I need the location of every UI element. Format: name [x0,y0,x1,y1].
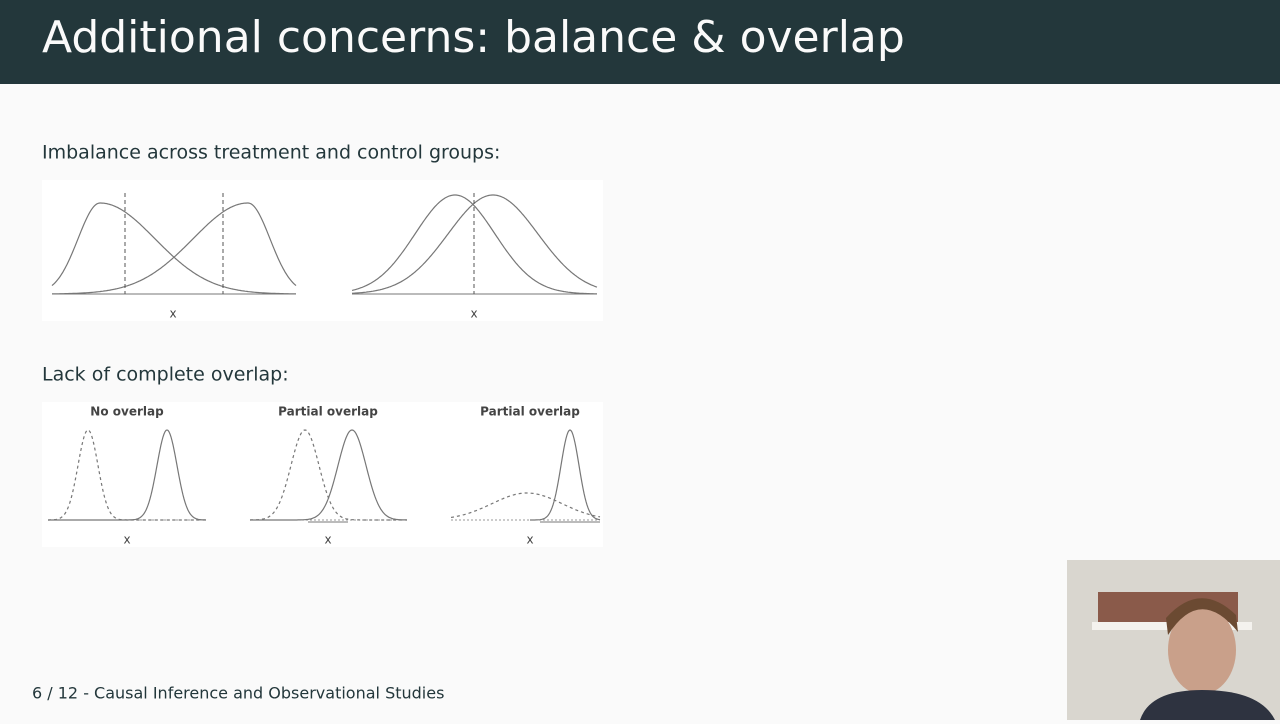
axis-label: x [324,533,331,547]
curve [450,492,601,518]
footer: 6 / 12 - Causal Inference and Observatio… [32,684,444,703]
curve [48,429,207,521]
curve [351,194,597,295]
axis-label: x [169,307,176,321]
panel-title: Partial overlap [278,405,378,419]
figure [48,429,601,523]
figure [51,193,598,295]
axis-label: x [526,533,533,547]
panel-title: Partial overlap [480,405,580,419]
curve [52,202,297,295]
curve [530,429,601,521]
figure-panel [42,180,603,321]
axis-label: x [470,307,477,321]
section-heading: Lack of complete overlap: [42,364,289,386]
section-heading: Imbalance across treatment and control g… [42,142,500,164]
webcam-video [1067,560,1280,720]
curve [250,429,408,521]
slide-title: Additional concerns: balance & overlap [42,12,905,63]
panel-title: No overlap [90,405,164,419]
header-bar [0,0,1280,84]
figure-panel [42,402,603,547]
axis-label: x [123,533,130,547]
